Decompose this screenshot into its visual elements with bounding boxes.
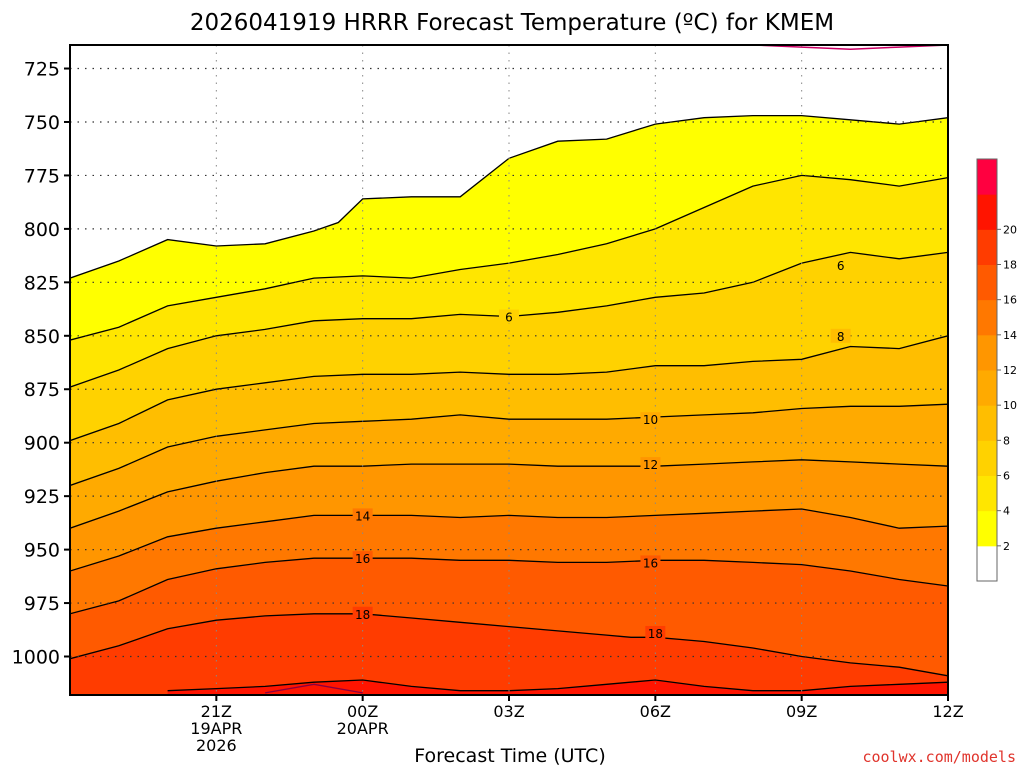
colorbar-label: 14	[1003, 329, 1017, 342]
band-18	[70, 613, 948, 695]
isotherm-14	[70, 508, 948, 572]
colorbar-swatch	[977, 264, 997, 301]
x-tick-label: 12Z	[932, 702, 963, 721]
contour-labels: 6 6 8 10 12 14 16 16 18 18	[352, 258, 851, 641]
y-tick-label: 925	[24, 486, 60, 508]
colorbar-label: 4	[1003, 505, 1010, 518]
contour-label-18: 18	[355, 608, 370, 622]
isotherm-upper	[704, 45, 948, 51]
isotherm-18	[70, 613, 948, 677]
colorbar-swatch	[977, 475, 997, 512]
isotherm-12	[70, 459, 948, 529]
colorbar-label: 10	[1003, 399, 1017, 412]
isotherm-4	[70, 174, 948, 341]
colorbar-label: 20	[1003, 223, 1017, 236]
y-tick-label: 775	[24, 165, 60, 187]
contour-label-12: 12	[643, 458, 658, 472]
contour-label-bg	[645, 625, 666, 640]
isotherm-6	[70, 251, 948, 388]
y-tick-label: 750	[24, 112, 60, 134]
x-tick-label: 2026	[196, 736, 237, 755]
colorbar-label: 18	[1003, 259, 1017, 272]
isotherm-10	[70, 403, 948, 487]
source-credit: coolwx.com/models	[862, 748, 1016, 766]
contour-label-bg	[352, 551, 373, 566]
contour-label-8: 8	[837, 330, 845, 344]
colorbar-swatch	[977, 545, 997, 582]
x-tick-label: 21Z	[201, 702, 232, 721]
x-tick-label: 00Z	[347, 702, 378, 721]
y-tick-label: 725	[24, 59, 60, 81]
contour-label-18: 18	[648, 627, 663, 641]
color-legend: 2 4 6 8 10 12 14 16 18 20	[976, 158, 1017, 582]
y-tick-label: 975	[24, 593, 60, 615]
colorbar-swatch	[977, 194, 997, 230]
colorbar-swatch	[977, 229, 997, 265]
contour-label-bg	[352, 508, 373, 523]
colorbar-label: 12	[1003, 364, 1017, 377]
x-tick-label: 03Z	[493, 702, 524, 721]
contour-label-16: 16	[643, 556, 658, 570]
colorbar-label: 16	[1003, 294, 1017, 307]
y-tick-label: 800	[24, 219, 60, 241]
colorbar-swatch	[977, 159, 997, 195]
contour-label-10: 10	[643, 413, 658, 427]
isotherm-20	[167, 679, 948, 692]
isotherm-warm-pocket	[264, 683, 363, 694]
y-tick-label: 875	[24, 379, 60, 401]
temperature-bands	[70, 115, 948, 695]
x-tick-label: 20APR	[337, 719, 389, 738]
colorbar-swatch	[977, 440, 997, 476]
x-tick-label: 09Z	[786, 702, 817, 721]
colorbar-label: 6	[1003, 470, 1010, 483]
contour-label-bg	[640, 412, 661, 427]
y-tick-label: 1000	[12, 647, 60, 669]
colorbar-swatch	[977, 299, 997, 336]
contour-label-6: 6	[505, 311, 513, 325]
colorbar-swatch	[977, 405, 997, 441]
contour-label-bg	[830, 328, 851, 343]
contour-label-6: 6	[837, 259, 845, 273]
x-axis-title: Forecast Time (UTC)	[414, 745, 605, 767]
contour-label-bg	[499, 309, 519, 324]
contour-label-14: 14	[355, 509, 370, 523]
isotherm-16	[70, 557, 948, 615]
contour-label-bg	[640, 555, 661, 570]
isotherm-8	[70, 335, 948, 442]
colorbar-label: 2	[1003, 540, 1010, 553]
colorbar-swatch	[977, 334, 997, 371]
chart-title: 2026041919 HRRR Forecast Temperature (ºC…	[190, 10, 834, 36]
y-tick-label: 950	[24, 540, 60, 562]
isotherm-lines	[70, 45, 948, 694]
colorbar-label: 8	[1003, 434, 1010, 447]
x-tick-label: 06Z	[640, 702, 671, 721]
contour-label-bg	[352, 606, 373, 621]
x-tick-label: 19APR	[190, 719, 242, 738]
contour-label-16: 16	[355, 552, 370, 566]
y-tick-label: 850	[24, 326, 60, 348]
contour-label-bg	[640, 457, 661, 472]
y-tick-label: 900	[24, 433, 60, 455]
contour-label-bg	[830, 258, 851, 273]
pressure-axis: 725 750 775 800 825 850 875 900 925 950 975 1000	[12, 59, 70, 669]
colorbar-swatch	[977, 510, 997, 547]
colorbar-swatch	[977, 370, 997, 406]
y-tick-label: 825	[24, 272, 60, 294]
